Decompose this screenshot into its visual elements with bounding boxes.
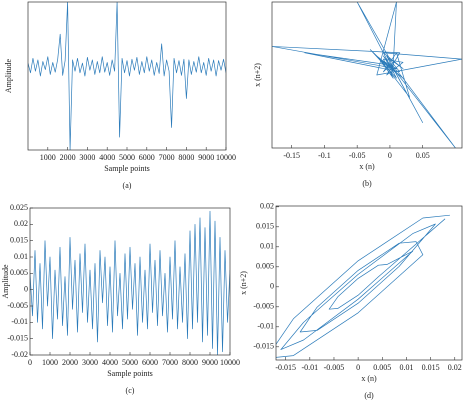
x-axis-title: Sample points <box>107 369 153 378</box>
axes-frame <box>275 205 463 361</box>
x-tick-label: 2000 <box>62 358 78 367</box>
axes-frame <box>27 1 227 151</box>
plot-area <box>28 2 226 150</box>
x-tick-label: -0.01 <box>301 363 318 372</box>
x-axis-title: x (n) <box>361 374 377 383</box>
y-axis-title: x (n+2) <box>239 271 248 295</box>
panel-caption: (b) <box>362 179 372 188</box>
x-tick-label: 1000 <box>40 153 56 162</box>
y-tick-label: 0.005 <box>10 268 28 277</box>
panel-caption: (d) <box>364 391 374 400</box>
panel-caption: (c) <box>126 386 135 395</box>
x-axis-title: x (n) <box>359 162 375 171</box>
x-tick-label: 9000 <box>198 153 214 162</box>
x-tick-label: 10000 <box>220 358 240 367</box>
y-tick-label: 0.025 <box>10 203 28 212</box>
x-tick-label: 0 <box>356 363 360 372</box>
y-axis-title: Amplitude <box>1 264 10 299</box>
data-line <box>28 2 226 150</box>
y-tick-label: 0.01 <box>14 252 28 261</box>
plot-area <box>30 210 230 355</box>
x-tick-label: 6000 <box>142 358 158 367</box>
x-tick-label: 4000 <box>99 153 115 162</box>
x-tick-label: 10000 <box>216 153 236 162</box>
y-tick-label: 0.005 <box>256 262 274 271</box>
y-tick-label: 0 <box>24 284 28 293</box>
y-tick-label: 0.015 <box>10 235 28 244</box>
x-tick-label: 0.02 <box>448 363 462 372</box>
x-tick-label: -0.005 <box>324 363 345 372</box>
x-tick-label: 0.015 <box>422 363 440 372</box>
x-axis-title: Sample points <box>104 164 150 173</box>
y-tick-label: -0.005 <box>7 301 28 310</box>
y-tick-label: -0.02 <box>11 350 28 359</box>
y-tick-label: 0.01 <box>260 242 274 251</box>
x-tick-label: 5000 <box>122 358 138 367</box>
x-tick-label: 7000 <box>159 153 175 162</box>
x-tick-label: -0.1 <box>318 151 331 160</box>
x-tick-label: 5000 <box>119 153 135 162</box>
y-tick-label: -0.015 <box>253 342 274 351</box>
x-tick-label: -0.15 <box>283 151 300 160</box>
y-axis-title: Amplitude <box>4 58 13 93</box>
data-line <box>30 210 230 355</box>
x-tick-label: 8000 <box>178 153 194 162</box>
axes-frame <box>271 1 463 149</box>
x-tick-label: 4000 <box>102 358 118 367</box>
x-tick-label: 3000 <box>79 153 95 162</box>
x-tick-label: 6000 <box>139 153 155 162</box>
panel-caption: (a) <box>123 181 132 190</box>
y-tick-label: 0.02 <box>14 219 28 228</box>
x-tick-label: 0.01 <box>399 363 413 372</box>
data-line <box>276 214 450 358</box>
x-tick-label: 9000 <box>202 358 218 367</box>
x-tick-label: -0.05 <box>349 151 366 160</box>
x-tick-label: 8000 <box>182 358 198 367</box>
x-tick-label: -0.015 <box>275 363 296 372</box>
x-tick-label: 3000 <box>82 358 98 367</box>
x-tick-label: 0 <box>28 358 32 367</box>
x-tick-label: 2000 <box>60 153 76 162</box>
plot-area <box>272 2 462 148</box>
y-tick-label: 0.015 <box>256 222 274 231</box>
y-axis-title: x (n+2) <box>253 63 262 87</box>
y-tick-label: 0.02 <box>260 202 274 211</box>
x-tick-label: 0.005 <box>373 363 391 372</box>
y-tick-label: 0 <box>270 282 274 291</box>
data-line <box>272 2 462 148</box>
y-tick-label: -0.015 <box>7 333 28 342</box>
plot-area <box>276 214 450 358</box>
x-tick-label: 7000 <box>162 358 178 367</box>
y-tick-label: -0.01 <box>257 322 274 331</box>
y-tick-label: -0.01 <box>11 317 28 326</box>
x-tick-label: 1000 <box>42 358 58 367</box>
x-tick-label: 0.05 <box>416 151 430 160</box>
y-tick-label: -0.005 <box>253 302 274 311</box>
x-tick-label: 0 <box>388 151 392 160</box>
